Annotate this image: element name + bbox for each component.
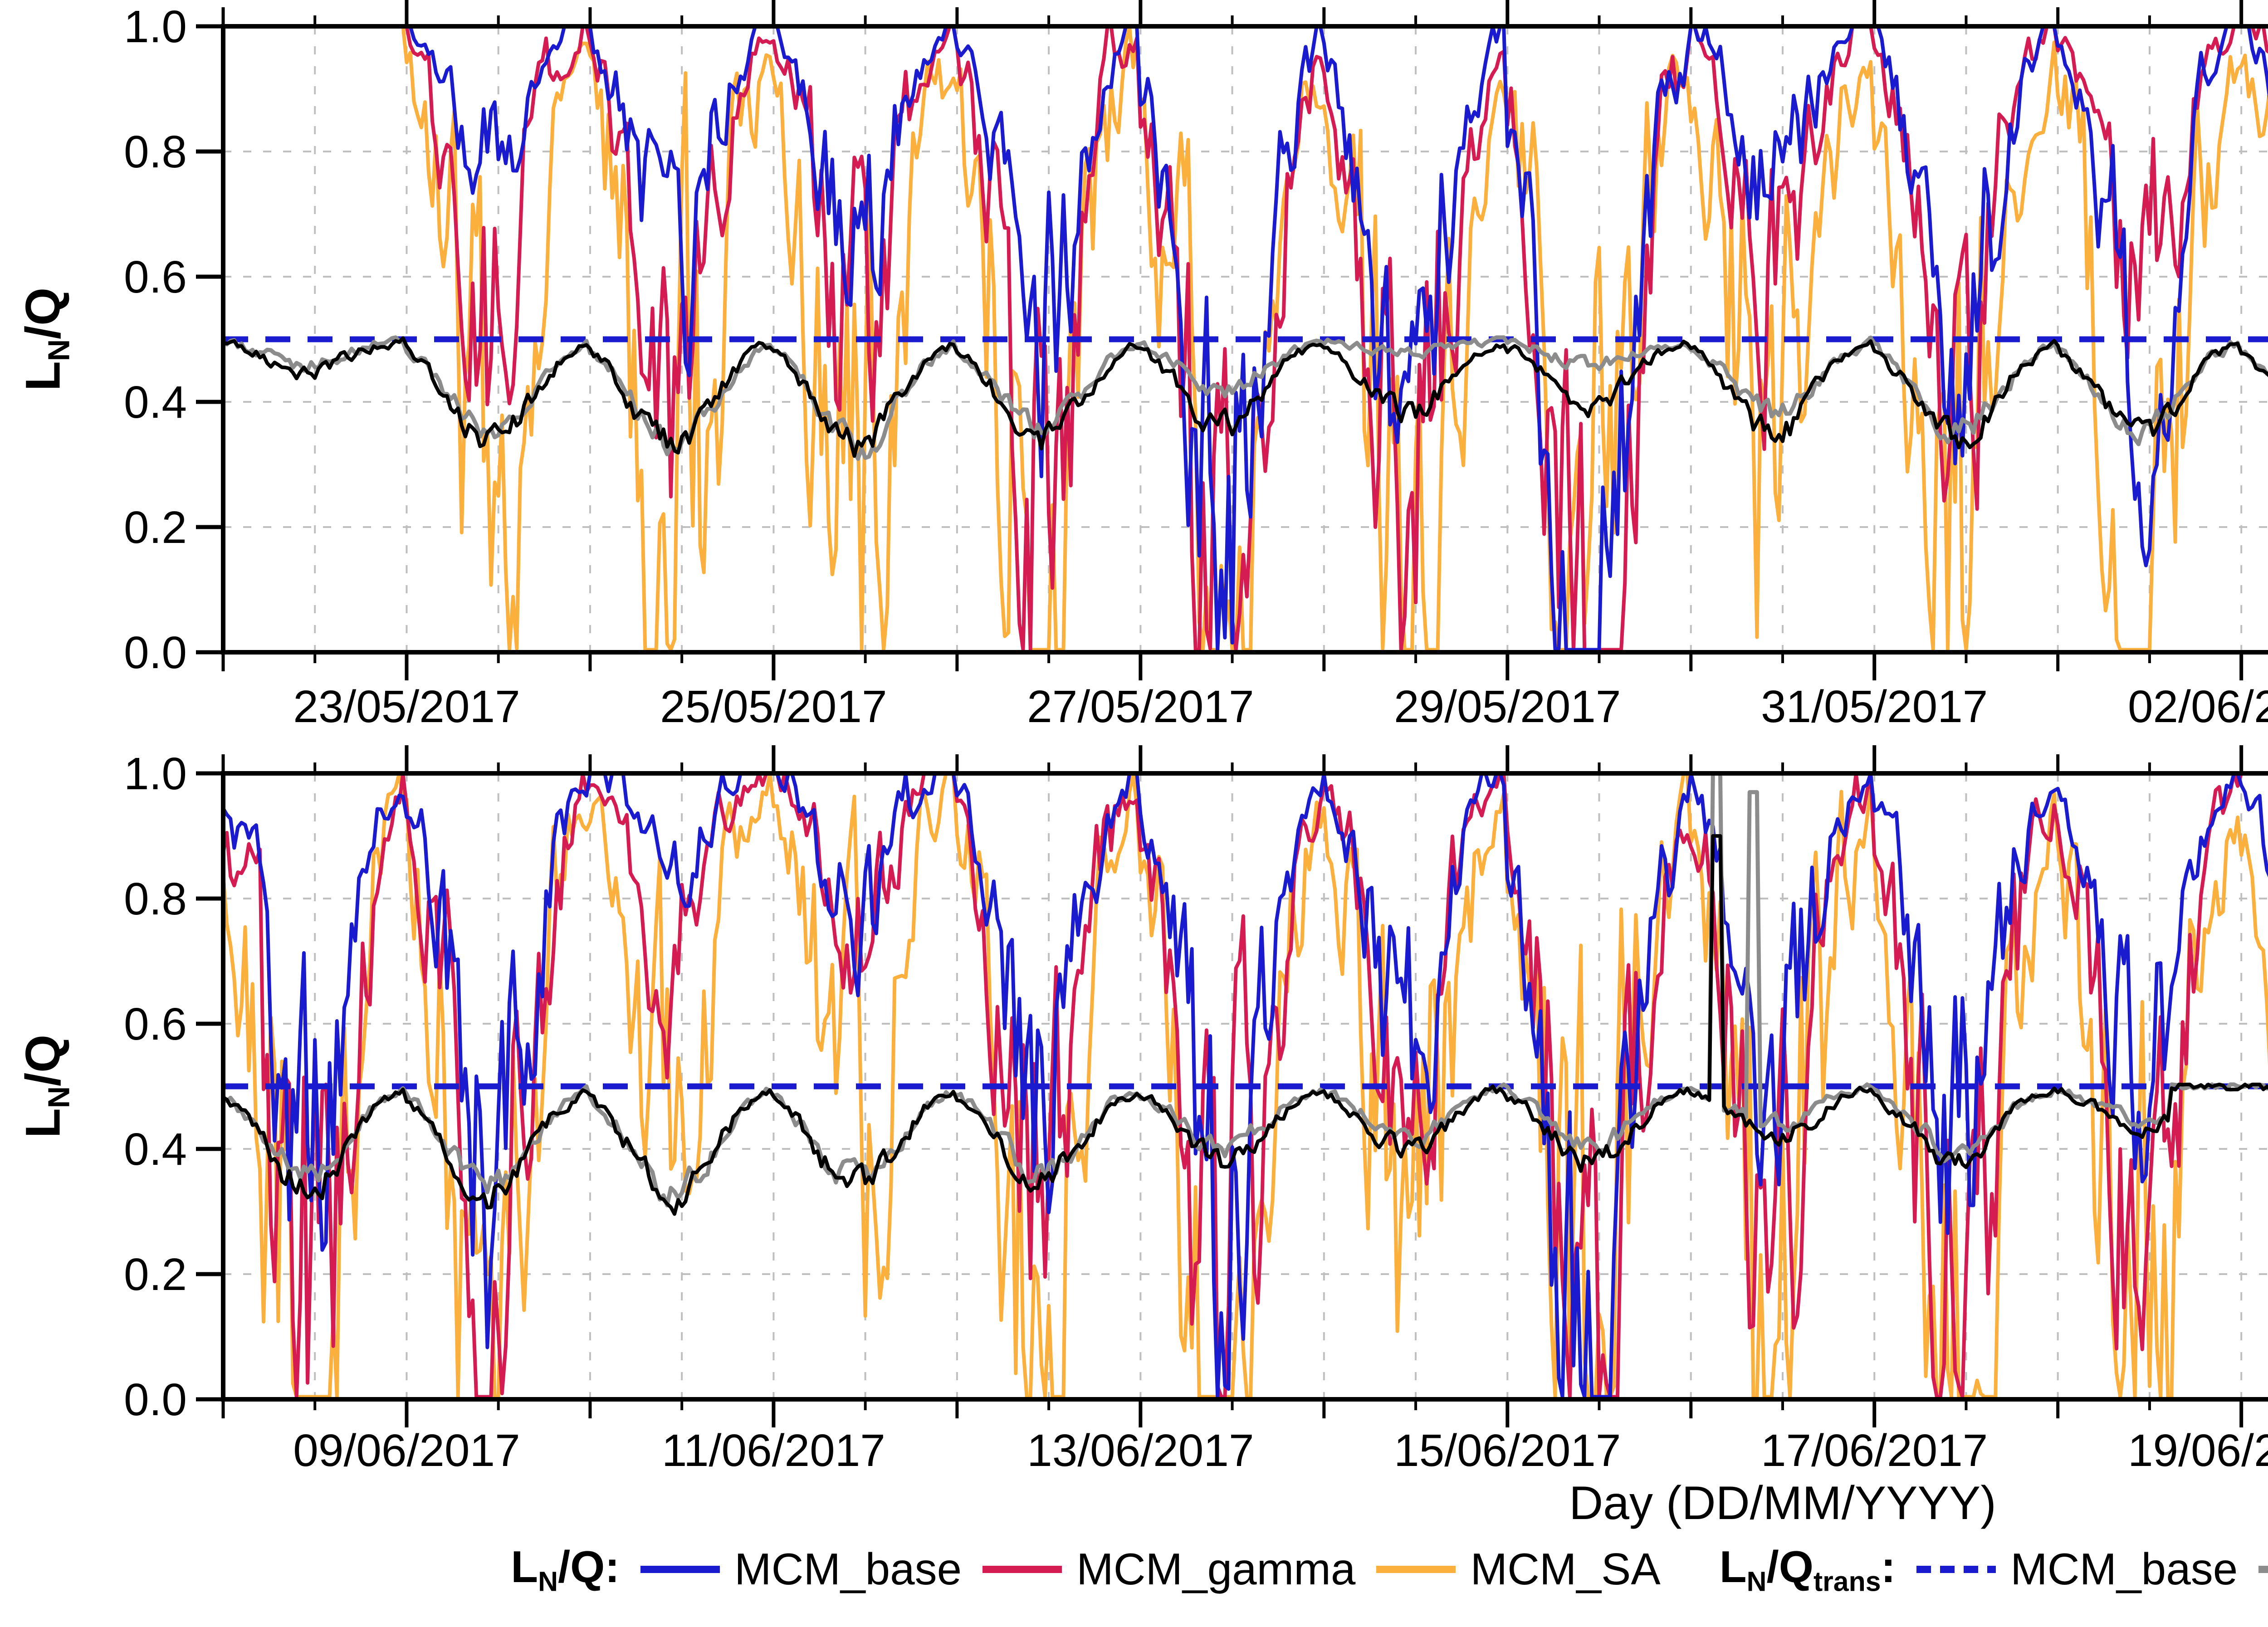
legend-swatch-MCM_base [640, 1565, 720, 1573]
legend-swatch-MCM_base-dashed [1916, 1565, 1996, 1573]
series-lnq-trans-MCM_SA [222, 336, 2268, 458]
series-group [222, 24, 2268, 652]
y-label-post: /Q [15, 287, 70, 339]
x-tick-label: 17/06/2017 [1761, 1425, 1988, 1476]
panel-top-chart: 23/05/2017 25/05/2017 27/05/2017 29/05/2017… [124, 0, 2268, 732]
legend-swatch-MCM_gamma [2258, 1565, 2268, 1573]
legend: LN/Q: MCM_base MCM_gamma MCM_SA LN/Qtrans:… [113, 1541, 2268, 1597]
series-lnq-MCM_SA [223, 24, 2268, 652]
legend-group-lnq-label: LN/Q: [511, 1542, 620, 1597]
y-tick-label: 0.6 [124, 252, 187, 303]
x-tick-label: 15/06/2017 [1394, 1425, 1621, 1476]
legend-entry-MCM_base: MCM_base [640, 1544, 962, 1595]
series-group [222, 771, 2268, 1399]
y-tick-label: 0.8 [124, 874, 187, 924]
legend-entry-MCM_SA: MCM_SA [1376, 1544, 1661, 1595]
y-tick-label: 1.0 [124, 1, 187, 52]
y-axis-label-top: LN/Q [14, 288, 76, 391]
x-tick-label: 23/05/2017 [293, 681, 520, 732]
series-lnq-MCM_gamma [222, 772, 2268, 1399]
x-axis-title: Day (DD/MM/YYYY) [1569, 1477, 1996, 1529]
y-tick-label: 0.8 [124, 127, 187, 177]
y-label-pre: L [15, 1108, 70, 1138]
y-tick-label: 0.2 [124, 502, 187, 553]
y-tick-label: 0.6 [124, 999, 187, 1050]
legend-swatch-MCM_SA [1376, 1565, 1456, 1573]
x-tick-label: 29/05/2017 [1394, 681, 1621, 732]
legend-group-lnq: LN/Q: MCM_base MCM_gamma MCM_SA [511, 1541, 1661, 1597]
legend-entry-MCM_gamma: MCM_gamma [982, 1544, 1355, 1595]
legend-entry-label: MCM_SA [1470, 1544, 1661, 1594]
series-lnq-trans-MCM_gamma [222, 335, 2268, 461]
x-tick-label: 27/05/2017 [1027, 681, 1254, 732]
legend-swatch-MCM_gamma [982, 1565, 1062, 1573]
x-tick-label: 19/06/2017 [2128, 1425, 2268, 1476]
legend-entry-label: MCM_base [2010, 1544, 2238, 1594]
x-tick-label: 13/06/2017 [1027, 1425, 1254, 1476]
y-tick-label: 0.0 [124, 627, 187, 678]
panel-bottom-chart: 09/06/2017 11/06/2017 13/06/2017 15/06/2017… [124, 745, 2268, 1476]
series-lnq-MCM_gamma [223, 24, 2268, 652]
x-tick-label: 09/06/2017 [293, 1425, 520, 1476]
legend-entry-label: MCM_base [734, 1544, 962, 1594]
series-lnq-trans-MCM_gamma [222, 771, 2268, 1207]
y-label-sub: N [42, 1086, 76, 1109]
y-axis-label-bottom: LN/Q [14, 1035, 76, 1138]
y-tick-label: 0.4 [124, 377, 187, 428]
legend-entry-label: MCM_gamma [1076, 1544, 1356, 1594]
y-tick-label: 1.0 [124, 748, 187, 799]
x-tick-label: 25/05/2017 [660, 681, 887, 732]
x-tick-label: 31/05/2017 [1761, 681, 1988, 732]
y-label-sub: N [42, 339, 76, 362]
y-tick-label: 0.2 [124, 1249, 187, 1300]
legend-entry-MCM_gamma: MCM_gamma [2258, 1544, 2268, 1595]
y-tick-label: 0.0 [124, 1374, 187, 1425]
legend-group-lnq-trans-label: LN/Qtrans: [1719, 1542, 1896, 1597]
legend-entry-MCM_base: MCM_base [1916, 1544, 2238, 1595]
x-tick-label: 02/06/2017 [2128, 681, 2268, 732]
y-label-pre: L [15, 361, 70, 391]
x-tick-label: 11/06/2017 [662, 1425, 885, 1476]
y-label-post: /Q [15, 1034, 70, 1086]
y-tick-label: 0.4 [124, 1124, 187, 1175]
series-lnq-trans-MCM_SA [222, 834, 2268, 1216]
series-lnq-MCM_base [223, 24, 2268, 652]
